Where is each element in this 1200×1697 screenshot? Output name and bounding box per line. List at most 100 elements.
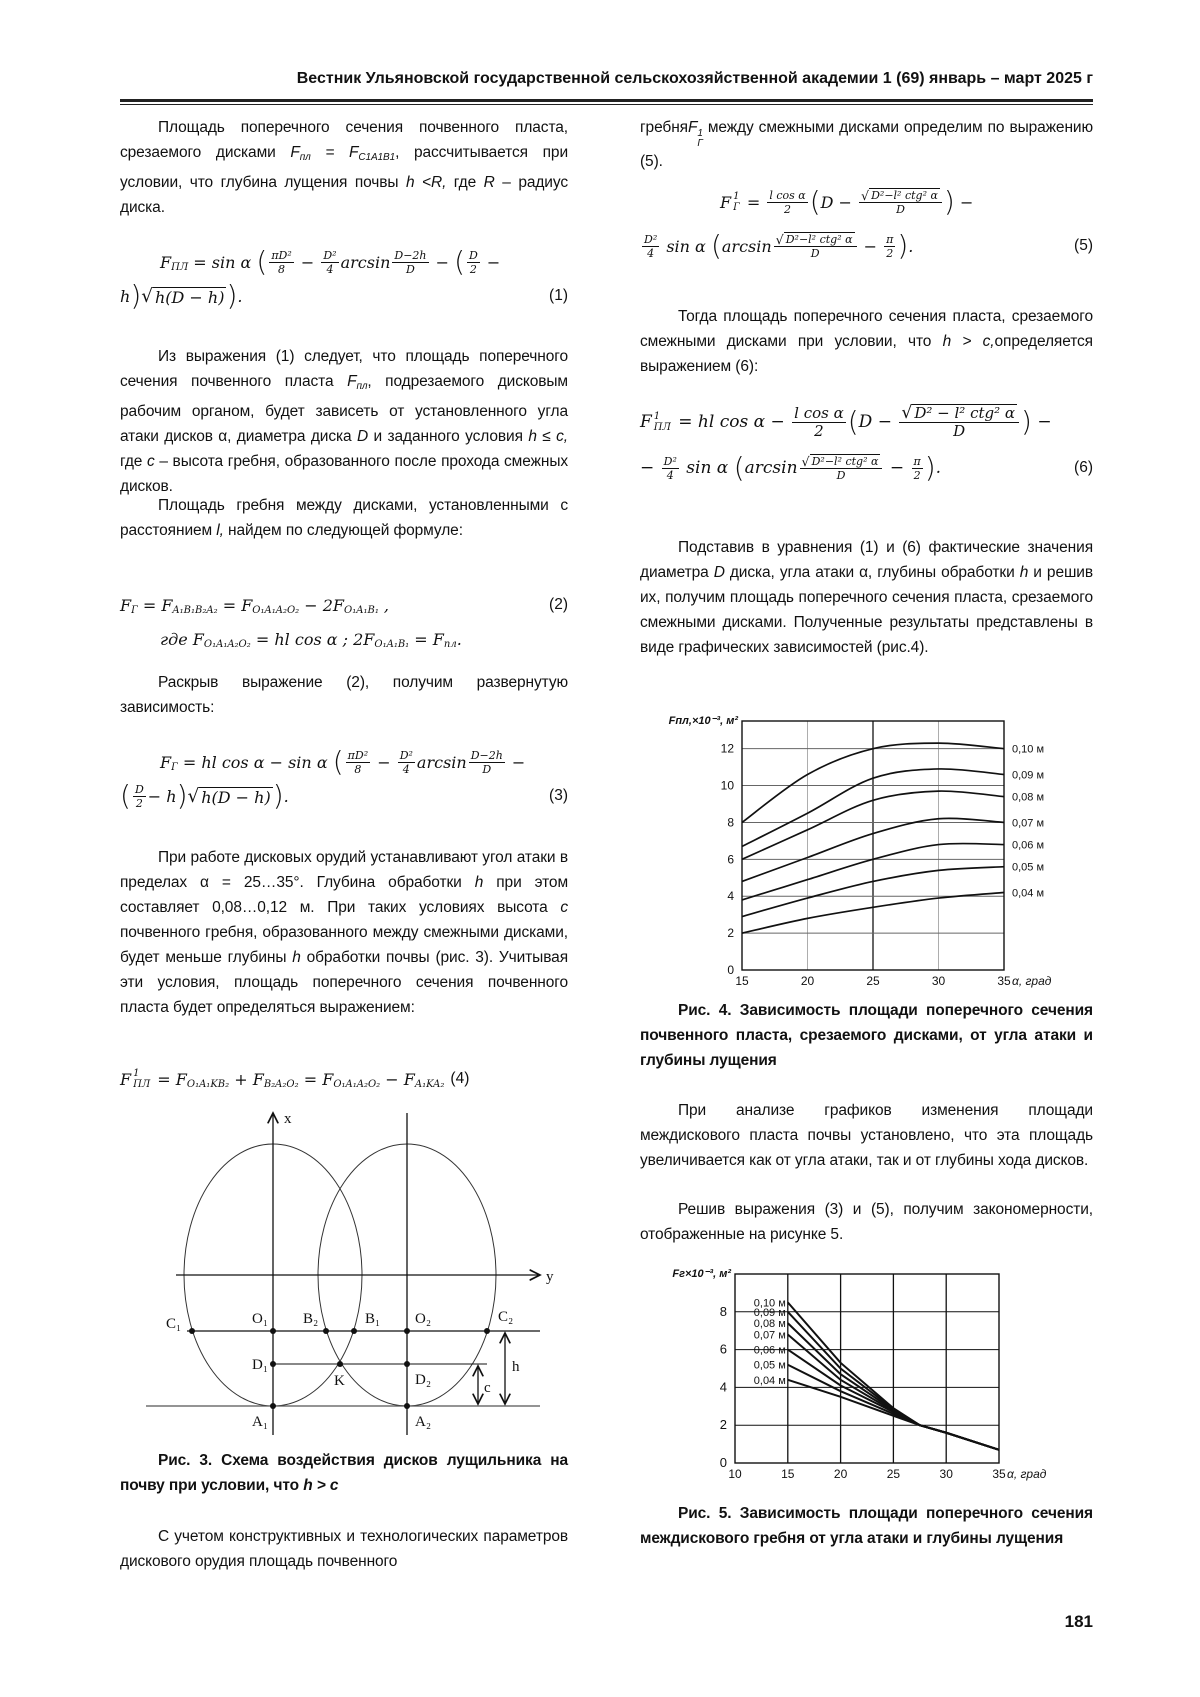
italic-run: c	[147, 453, 155, 470]
math-text: D²	[663, 454, 677, 468]
math-text: .	[237, 286, 243, 306]
series-label: 0,10 м	[1012, 744, 1044, 756]
math-superscript: 1	[733, 191, 740, 202]
label-d1: D₁	[252, 1357, 268, 1373]
math-text: −	[430, 252, 455, 272]
subscript: пл	[299, 152, 311, 163]
figure-3-caption: Рис. 3. Схема воздействия дисков лущильн…	[120, 1448, 568, 1498]
x-tick-label: 10	[728, 1467, 742, 1481]
math-fraction: πD² 8	[345, 749, 371, 776]
text-run: – радиус диска.	[120, 174, 568, 216]
math-text: 2	[814, 421, 824, 440]
math-text: 8	[354, 762, 362, 776]
formula-line: F ПЛ = sin α (πD² 8 − D² 4 arcsin D−2h D − (D 2…	[120, 245, 568, 279]
page-number: 181	[1064, 1612, 1093, 1631]
y-tick-label: 8	[720, 1304, 727, 1319]
math-subscript: O₁A₁KB₂	[186, 1079, 230, 1090]
fraction-numerator: √ D²−l² ctg² α	[859, 188, 942, 203]
text-run: Рис. 5. Зависимость площади поперечного …	[640, 1505, 1093, 1547]
x-tick-label: 20	[801, 974, 815, 988]
text-run: гребня	[640, 119, 688, 136]
radicand: D² − l² ctg² α	[912, 404, 1018, 422]
math-bracket: (	[733, 451, 745, 484]
math-text: arcsin	[416, 752, 467, 772]
math-text: D²	[644, 232, 658, 246]
y-axis-label: Fг×10⁻³, м²	[672, 1268, 731, 1280]
math-text: sin α	[680, 458, 734, 478]
subscript: Г	[697, 138, 703, 149]
math-text: −	[372, 752, 396, 772]
fraction-denominator: D	[404, 263, 417, 276]
math-bracket: )	[176, 779, 188, 812]
label-k: K	[334, 1373, 345, 1389]
math-text: F	[720, 192, 732, 212]
y-tick-label: 2	[720, 1417, 727, 1432]
math-bracket: (	[332, 745, 344, 778]
math-text: D −	[820, 192, 858, 212]
series-label: 0,08 м	[754, 1318, 786, 1330]
y-tick-label: 8	[727, 815, 734, 829]
formula-line: (D 2− h) √ h(D − h)). (3)	[120, 779, 568, 813]
math-text: − 2F	[299, 595, 345, 615]
math-text: = hl cos α ; 2F	[250, 629, 375, 649]
radical-sign-icon: √	[775, 232, 784, 247]
series-line	[741, 817, 1005, 883]
text-run: , подрезаемого дисковым рабочим органом,…	[120, 373, 568, 445]
math-text: = F	[152, 1069, 187, 1089]
x-tick-label: 15	[735, 974, 749, 988]
math-text: −	[481, 252, 501, 272]
math-text: 2	[913, 468, 921, 482]
math-sqrt: √ D²−l² ctg² α	[802, 454, 881, 468]
figure-5-chart: 10 15 20 25 30 35 0 2 4 6 8 Fг×10⁻³, м² α, град 0,10 …	[672, 1268, 1046, 1481]
math-text: = F	[298, 1069, 334, 1089]
label-b2: B₂	[303, 1311, 318, 1327]
label-y: y	[546, 1269, 554, 1285]
math-subscript: Г	[131, 605, 138, 616]
series-line	[741, 891, 1005, 934]
math-sqrt: √ h(D − h)	[141, 286, 227, 307]
figure-4-chart: 15 20 25 30 35 0 2 4 6 8 10 12 Fпл,×10⁻³, м² α, град 0…	[669, 715, 1052, 988]
italic-run: c	[560, 899, 568, 916]
series-label: 0,07 м	[754, 1329, 786, 1341]
x-tick-label: 20	[834, 1467, 848, 1481]
fraction-denominator: 4	[401, 763, 412, 776]
y-tick-label: 6	[720, 1342, 727, 1357]
math-subscript: пл	[443, 639, 457, 650]
series-line	[741, 768, 1005, 848]
math-text: 4	[402, 762, 410, 776]
y-tick-label: 12	[721, 742, 735, 756]
math-sup-sub: 1 ПЛ	[654, 411, 671, 433]
label-b1: B₁	[365, 1311, 380, 1327]
paragraph: Площадь гребня между дисками, установлен…	[120, 493, 568, 543]
equation-number: (1)	[549, 287, 568, 304]
math-text: − h	[147, 786, 177, 806]
fraction-denominator: 2	[134, 797, 145, 810]
math-text: arcsin	[721, 236, 772, 256]
math-text: =	[741, 192, 766, 212]
radicand: h(D − h)	[199, 786, 273, 807]
math-bracket: )	[897, 229, 909, 262]
figure-4-caption: Рис. 4. Зависимость площади поперечного …	[640, 998, 1093, 1073]
radicand: D²−l² ctg² α	[869, 188, 940, 202]
math-text: D	[406, 262, 415, 276]
fraction-numerator: l cos α	[792, 404, 846, 423]
x-tick-label: 25	[866, 974, 880, 988]
math-subscript: O₁A₁B₁	[374, 639, 410, 650]
math-text: sin α	[661, 236, 711, 256]
diagram-points	[189, 1328, 490, 1409]
radical-sign-icon: √	[861, 188, 870, 203]
text-run: диска, угла атаки α, глубины обработки	[724, 564, 1020, 581]
math-subscript: B₂A₂O₂	[263, 1079, 299, 1090]
equation-number: (3)	[549, 787, 568, 804]
paragraph: С учетом конструктивных и технологически…	[120, 1524, 568, 1574]
label-c2: C₂	[498, 1309, 513, 1325]
math-text: − F	[380, 1069, 415, 1089]
fraction-denominator: 2	[912, 469, 923, 482]
math-bracket: )	[924, 451, 936, 484]
italic-run: R	[483, 174, 495, 191]
math-bracket: )	[1021, 405, 1032, 438]
math-text: D −	[858, 412, 898, 432]
fraction-numerator: D²	[321, 249, 339, 263]
